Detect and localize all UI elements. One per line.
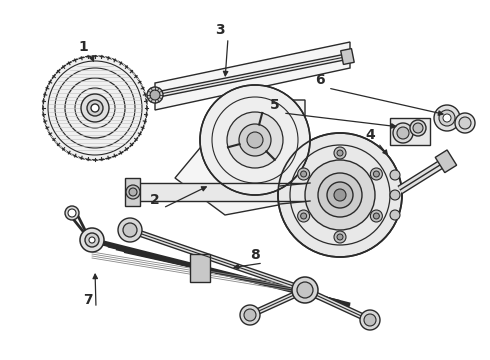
Circle shape [443, 114, 451, 122]
Circle shape [390, 190, 400, 200]
Circle shape [91, 104, 99, 112]
Circle shape [334, 189, 346, 201]
Circle shape [240, 305, 260, 325]
Circle shape [397, 127, 409, 139]
Circle shape [43, 56, 147, 160]
Circle shape [373, 213, 379, 219]
Circle shape [327, 182, 353, 208]
Circle shape [244, 309, 256, 321]
Text: 4: 4 [365, 128, 375, 142]
Polygon shape [341, 49, 354, 64]
Circle shape [364, 314, 376, 326]
Circle shape [390, 210, 400, 220]
Circle shape [68, 209, 76, 217]
Text: 6: 6 [315, 73, 325, 87]
Polygon shape [125, 178, 140, 206]
Circle shape [80, 228, 104, 252]
Circle shape [318, 173, 362, 217]
Polygon shape [390, 118, 430, 145]
Text: 5: 5 [270, 98, 280, 112]
FancyBboxPatch shape [190, 254, 210, 282]
Circle shape [297, 282, 313, 298]
Circle shape [337, 234, 343, 240]
Circle shape [239, 124, 271, 156]
Text: 7: 7 [83, 293, 93, 307]
Circle shape [370, 168, 382, 180]
Circle shape [85, 233, 99, 247]
Circle shape [410, 120, 426, 136]
Circle shape [455, 113, 475, 133]
Circle shape [87, 100, 103, 116]
Circle shape [439, 110, 455, 126]
Circle shape [126, 185, 140, 199]
Text: 2: 2 [150, 193, 160, 207]
Circle shape [150, 90, 160, 100]
Circle shape [337, 150, 343, 156]
Circle shape [301, 171, 307, 177]
Circle shape [278, 133, 402, 257]
Circle shape [360, 310, 380, 330]
Circle shape [227, 112, 283, 168]
Circle shape [129, 188, 137, 196]
Circle shape [89, 237, 95, 243]
Text: 3: 3 [215, 23, 225, 37]
Circle shape [81, 94, 109, 122]
Circle shape [200, 85, 310, 195]
Circle shape [147, 87, 163, 103]
Text: 8: 8 [250, 248, 260, 262]
Circle shape [297, 168, 310, 180]
Circle shape [334, 231, 346, 243]
Circle shape [297, 210, 310, 222]
Circle shape [123, 223, 137, 237]
Circle shape [65, 206, 79, 220]
Circle shape [393, 123, 413, 143]
Circle shape [292, 277, 318, 303]
Circle shape [459, 117, 471, 129]
Polygon shape [155, 42, 350, 110]
Circle shape [390, 170, 400, 180]
Circle shape [370, 210, 382, 222]
Polygon shape [175, 100, 305, 215]
Text: 1: 1 [78, 40, 88, 54]
Circle shape [434, 105, 460, 131]
Circle shape [413, 123, 423, 133]
Circle shape [334, 147, 346, 159]
Circle shape [118, 218, 142, 242]
Polygon shape [435, 150, 457, 173]
Circle shape [301, 213, 307, 219]
Circle shape [247, 132, 263, 148]
Circle shape [305, 160, 375, 230]
Circle shape [373, 171, 379, 177]
